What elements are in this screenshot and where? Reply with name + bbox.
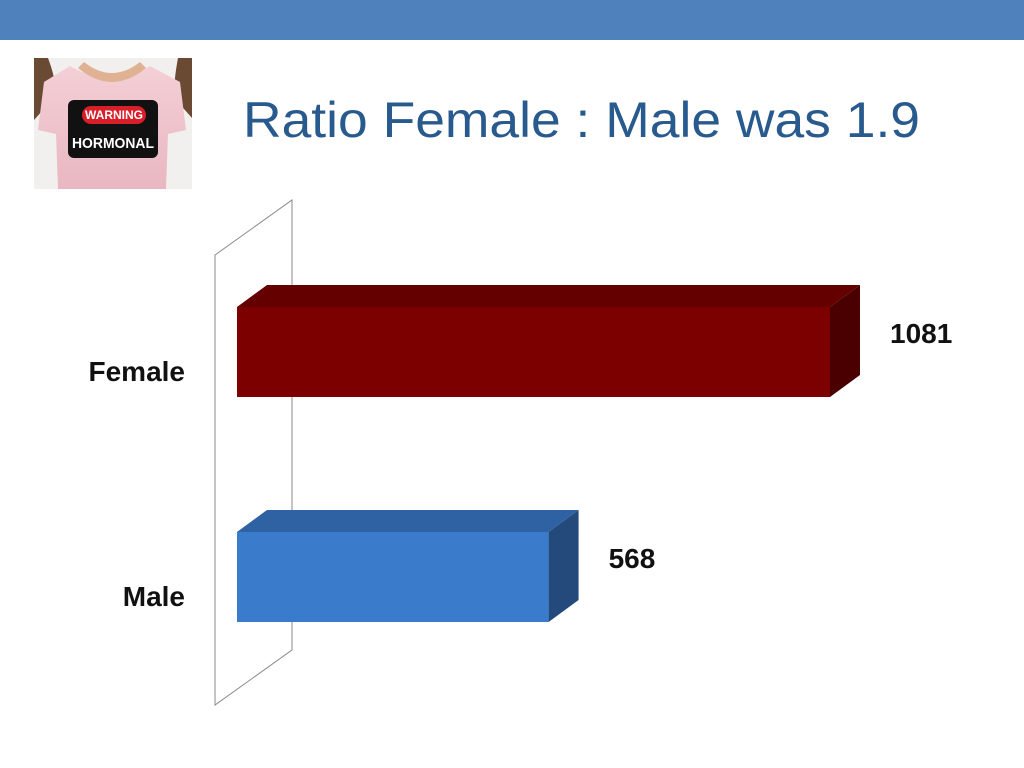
bar	[237, 307, 830, 397]
category-label: Male	[123, 581, 185, 612]
data-label: 1081	[890, 318, 952, 349]
bar-side	[548, 510, 579, 622]
category-label: Female	[89, 356, 186, 387]
hair	[34, 58, 192, 120]
bar-top	[237, 285, 860, 307]
back-wall	[214, 199, 293, 706]
photo: WARNING HORMONAL	[34, 58, 192, 189]
bar	[237, 532, 549, 622]
sign-text: HORMONAL	[72, 135, 154, 152]
slide-title: Ratio Female : Male was 1.9	[243, 92, 920, 148]
bar-top	[237, 510, 579, 532]
neck	[78, 62, 146, 82]
data-label: 568	[609, 543, 656, 574]
sign-oval	[82, 106, 146, 124]
bar-side	[830, 285, 860, 397]
sign-text: WARNING	[85, 108, 143, 122]
top-banner	[0, 0, 1024, 40]
